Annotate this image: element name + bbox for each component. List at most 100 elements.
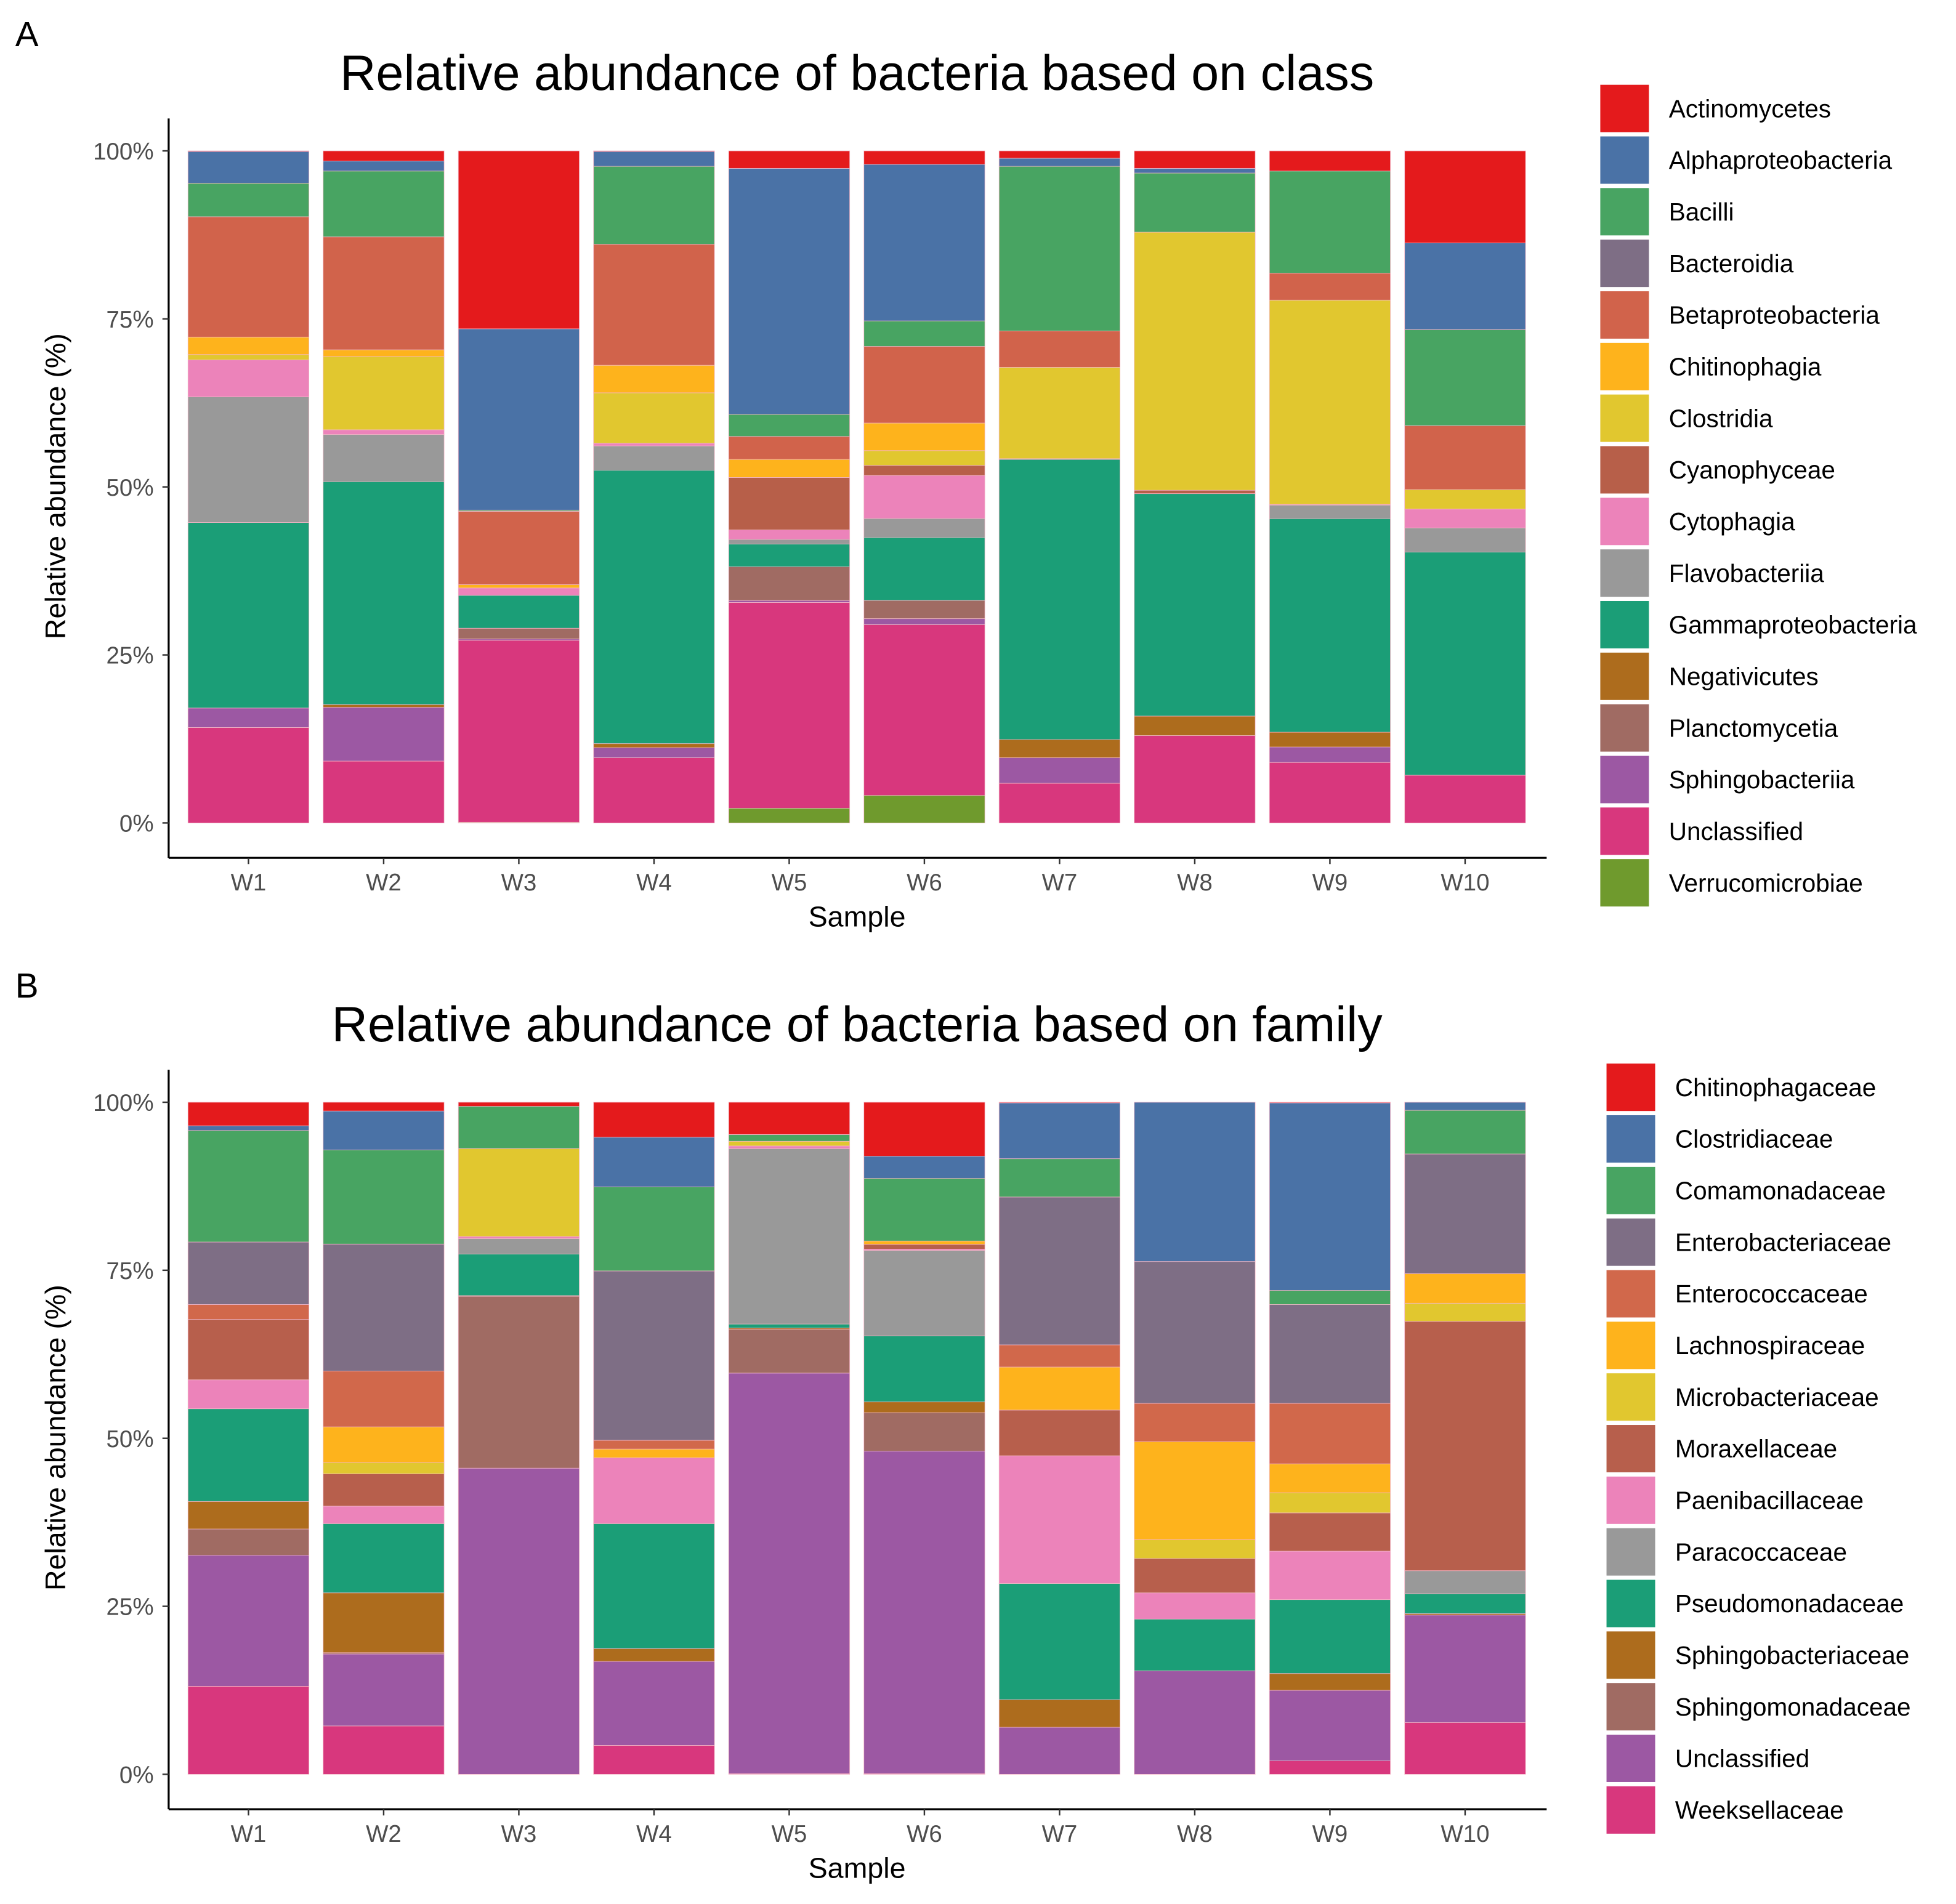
chart-title: Relative abundance of bacteria based on … bbox=[331, 997, 1383, 1052]
legend-item: Enterobacteriaceae bbox=[1606, 1218, 1891, 1266]
legend-item: Unclassified bbox=[1600, 807, 1803, 855]
bar-segment-enterococcaceae bbox=[187, 1304, 310, 1320]
bar-segment-planctomycetia bbox=[863, 600, 985, 619]
legend-item: Weeksellaceae bbox=[1606, 1786, 1844, 1834]
legend-label: Microbacteriaceae bbox=[1675, 1383, 1879, 1411]
bar-segment-enterobacteriaceae bbox=[187, 1241, 310, 1305]
bar-segment-sphingomonadaceae bbox=[728, 1329, 851, 1374]
bar-segment-cytophagia bbox=[1404, 509, 1526, 528]
bar-segment-verrucomicrobiae bbox=[728, 808, 851, 823]
x-tick-label: W8 bbox=[1177, 869, 1213, 896]
bar-segment-gammaproteobacteria bbox=[1404, 552, 1526, 776]
bar-segment-unclassified bbox=[593, 757, 715, 823]
bar-segment-alphaproteobacteria bbox=[998, 158, 1121, 167]
bar-segment-paenibacillaceae bbox=[1134, 1592, 1256, 1620]
bar-segment-paenibacillaceae bbox=[728, 1145, 851, 1149]
legend-swatch bbox=[1600, 136, 1649, 184]
legend-label: Bacteroidia bbox=[1669, 249, 1794, 278]
bar-segment-actinomycetes bbox=[323, 150, 445, 161]
legend-label: Betaproteobacteria bbox=[1669, 301, 1880, 329]
legend-swatch bbox=[1606, 1631, 1655, 1679]
bar-segment-unclassified bbox=[323, 760, 445, 823]
bar-segment-clostridia bbox=[998, 367, 1121, 459]
legend-item: Comamonadaceae bbox=[1606, 1166, 1886, 1214]
bar-segment-lachnospiraceae bbox=[593, 1448, 715, 1458]
bar-segment-enterococcaceae bbox=[593, 1440, 715, 1450]
bar-segment-microbacteriaceae bbox=[1269, 1492, 1391, 1514]
bar-segment-bacilli bbox=[1134, 172, 1256, 233]
bar-segment-unclassified bbox=[998, 1727, 1121, 1775]
bar-segment-enterococcaceae bbox=[998, 1344, 1121, 1368]
stacked-bar-W6 bbox=[863, 1102, 985, 1775]
bar-segment-betaproteobacteria bbox=[1404, 425, 1526, 490]
stacked-bar-W10 bbox=[1404, 1102, 1526, 1775]
bar-segment-unclassified bbox=[1269, 1690, 1391, 1761]
bar-segment-betaproteobacteria bbox=[998, 331, 1121, 368]
bar-segment-paracoccaceae bbox=[1404, 1570, 1526, 1594]
bar-segment-enterococcaceae bbox=[1269, 1403, 1391, 1464]
legend-item: Unclassified bbox=[1606, 1735, 1809, 1782]
bar-segment-moraxellaceae bbox=[1134, 1558, 1256, 1594]
bar-segment-bacilli bbox=[323, 171, 445, 238]
bar-segment-unclassified bbox=[323, 1653, 445, 1727]
x-axis-title: Sample bbox=[809, 900, 906, 932]
x-tick-label: W5 bbox=[772, 869, 807, 896]
legend-label: Comamonadaceae bbox=[1675, 1177, 1886, 1205]
legend-label: Sphingobacteriia bbox=[1669, 765, 1855, 794]
y-tick-label: 50% bbox=[107, 475, 154, 501]
bar-segment-weeksellaceae bbox=[323, 1725, 445, 1775]
legend-swatch bbox=[1600, 652, 1649, 700]
bar-segment-moraxellaceae bbox=[323, 1474, 445, 1507]
bar-segment-negativicutes bbox=[323, 704, 445, 708]
bar-segment-weeksellaceae bbox=[1269, 1761, 1391, 1775]
legend-swatch bbox=[1606, 1373, 1655, 1421]
bar-segment-planctomycetia bbox=[728, 567, 851, 601]
bar-segment-sphingobacteriia bbox=[187, 708, 310, 728]
legend-item: Sphingobacteriaceae bbox=[1606, 1631, 1909, 1679]
x-tick-label: W5 bbox=[772, 1821, 807, 1847]
bar-segment-comamonadaceae bbox=[863, 1178, 985, 1241]
bar-segment-sphingobacteriaceae bbox=[863, 1402, 985, 1413]
stacked-bar-W8 bbox=[1134, 1102, 1256, 1775]
bar-segment-bacilli bbox=[728, 414, 851, 437]
bar-segment-actinomycetes bbox=[728, 150, 851, 169]
legend-swatch bbox=[1606, 1786, 1655, 1834]
x-tick-label: W7 bbox=[1042, 1821, 1078, 1847]
panel-label: B bbox=[15, 967, 39, 1006]
bar-segment-flavobacteriia bbox=[1404, 527, 1526, 552]
bar-segment-unclassified bbox=[998, 783, 1121, 823]
bar-segment-enterobacteriaceae bbox=[1404, 1153, 1526, 1274]
bar-segment-gammaproteobacteria bbox=[187, 522, 310, 709]
bar-segment-actinomycetes bbox=[998, 150, 1121, 159]
bar-segment-moraxellaceae bbox=[187, 1319, 310, 1381]
bar-segment-microbacteriaceae bbox=[728, 1140, 851, 1147]
bar-segment-unclassified bbox=[187, 727, 310, 823]
bar-segment-clostridia bbox=[593, 392, 715, 444]
bar-segment-enterococcaceae bbox=[323, 1371, 445, 1427]
legend-item: Moraxellaceae bbox=[1606, 1425, 1837, 1472]
legend-swatch bbox=[1600, 756, 1649, 804]
legend-swatch bbox=[1600, 342, 1649, 390]
bar-segment-bacilli bbox=[863, 320, 985, 347]
legend-item: Bacteroidia bbox=[1600, 240, 1794, 288]
legend: Actinomycetes Alphaproteobacteria Bacilli B… bbox=[1600, 84, 1917, 907]
bar-segment-chitinophagaceae bbox=[323, 1102, 445, 1111]
y-axis-title: Relative abundance (%) bbox=[39, 333, 71, 639]
bar-segment-chitinophagia bbox=[458, 584, 580, 589]
bar-segment-sphingobacteriaceae bbox=[1269, 1673, 1391, 1691]
bar-segment-gammaproteobacteria bbox=[863, 537, 985, 601]
x-tick-label: W4 bbox=[636, 869, 672, 896]
legend-item: Paracoccaceae bbox=[1606, 1528, 1847, 1576]
bar-segment-sphingomonadaceae bbox=[863, 1412, 985, 1451]
bar-segment-comamonadaceae bbox=[323, 1150, 445, 1244]
bar-segment-actinomycetes bbox=[458, 150, 580, 329]
bar-segment-bacilli bbox=[1269, 171, 1391, 274]
bar-segment-chitinophagaceae bbox=[863, 1102, 985, 1156]
bar-segment-bacilli bbox=[998, 166, 1121, 331]
bar-segment-pseudomonadaceae bbox=[458, 1254, 580, 1296]
bar-segment-alphaproteobacteria bbox=[728, 167, 851, 415]
bar-segment-sphingomonadaceae bbox=[187, 1528, 310, 1556]
stacked-bar-W5 bbox=[728, 1102, 851, 1775]
y-tick-label: 75% bbox=[107, 307, 154, 333]
bar-segment-unclassified bbox=[1269, 762, 1391, 823]
